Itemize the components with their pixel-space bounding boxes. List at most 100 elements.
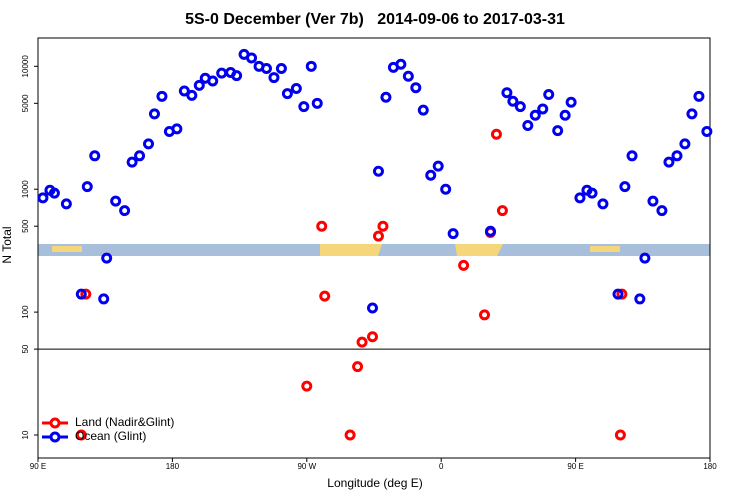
point [402,70,414,82]
point [119,205,131,217]
y-tick-label: 5000 [21,94,30,112]
point [178,85,190,97]
point [60,198,72,210]
point [81,181,93,193]
point [671,150,683,162]
y-tick-label: 500 [21,219,30,233]
point [246,52,258,64]
point [440,183,452,195]
point [543,88,555,100]
point [574,192,586,204]
plot-frame [37,37,711,459]
x-tick-label: 90 E [30,462,46,471]
point [586,187,598,199]
x-tick-label: 180 [703,462,717,471]
point [216,67,228,79]
point [75,288,87,300]
point [616,288,628,300]
y-tick-label: 100 [21,305,30,319]
point [496,205,508,217]
x-axis-label: Longitude (deg E) [327,476,422,490]
point [37,192,49,204]
y-tick-label: 50 [21,344,30,353]
point [148,108,160,120]
x-tick-label: 180 [166,462,180,471]
point [275,62,287,74]
point [501,87,513,99]
chart-title: 5S-0 December (Ver 7b) 2014-09-06 to 201… [185,11,565,28]
point [80,288,92,300]
y-tick-label: 1000 [21,180,30,198]
point [301,380,313,392]
y-axis-label: N Total [0,226,14,263]
point [432,160,444,172]
point [316,220,328,232]
point [372,230,384,242]
x-tick-label: 0 [439,462,444,471]
point [425,169,437,181]
point [619,181,631,193]
point [156,90,168,102]
point [367,331,379,343]
legend-label: Land (Nadir&Glint) [75,415,174,429]
legend-label: Ocean (Glint) [75,429,146,443]
point [75,429,87,441]
point [559,109,571,121]
point [410,82,422,94]
point [612,288,624,300]
point [701,125,713,137]
point [663,156,675,168]
point [380,91,392,103]
point [647,195,659,207]
point [395,58,407,70]
point [207,75,219,87]
y-tick-label: 10000 [21,55,30,78]
point [479,309,491,321]
point [367,302,379,314]
point [679,138,691,150]
point [372,165,384,177]
point [356,336,368,348]
point [89,150,101,162]
point [143,138,155,150]
point [281,88,293,100]
point [529,109,541,121]
point [290,82,302,94]
point [298,101,310,113]
point [458,259,470,271]
point [260,62,272,74]
point [110,195,122,207]
point [186,89,198,101]
point [101,252,113,264]
point [417,104,429,116]
point [656,205,668,217]
point [565,96,577,108]
point [537,103,549,115]
point [597,198,609,210]
point [522,119,534,131]
point [614,429,626,441]
point [268,72,280,84]
point [311,97,323,109]
y-tick-label: 10 [21,430,30,439]
point [126,156,138,168]
point [134,150,146,162]
x-tick-label: 90 W [297,462,316,471]
point [514,101,526,113]
point [507,95,519,107]
point [634,293,646,305]
point [377,220,389,232]
map-strip [38,244,710,256]
point [447,228,459,240]
point [319,290,331,302]
point [48,187,60,199]
point [231,70,243,82]
point [305,60,317,72]
point [626,150,638,162]
point [344,429,356,441]
point [171,123,183,135]
point [639,252,651,264]
point [552,125,564,137]
legend-marker [49,417,61,429]
